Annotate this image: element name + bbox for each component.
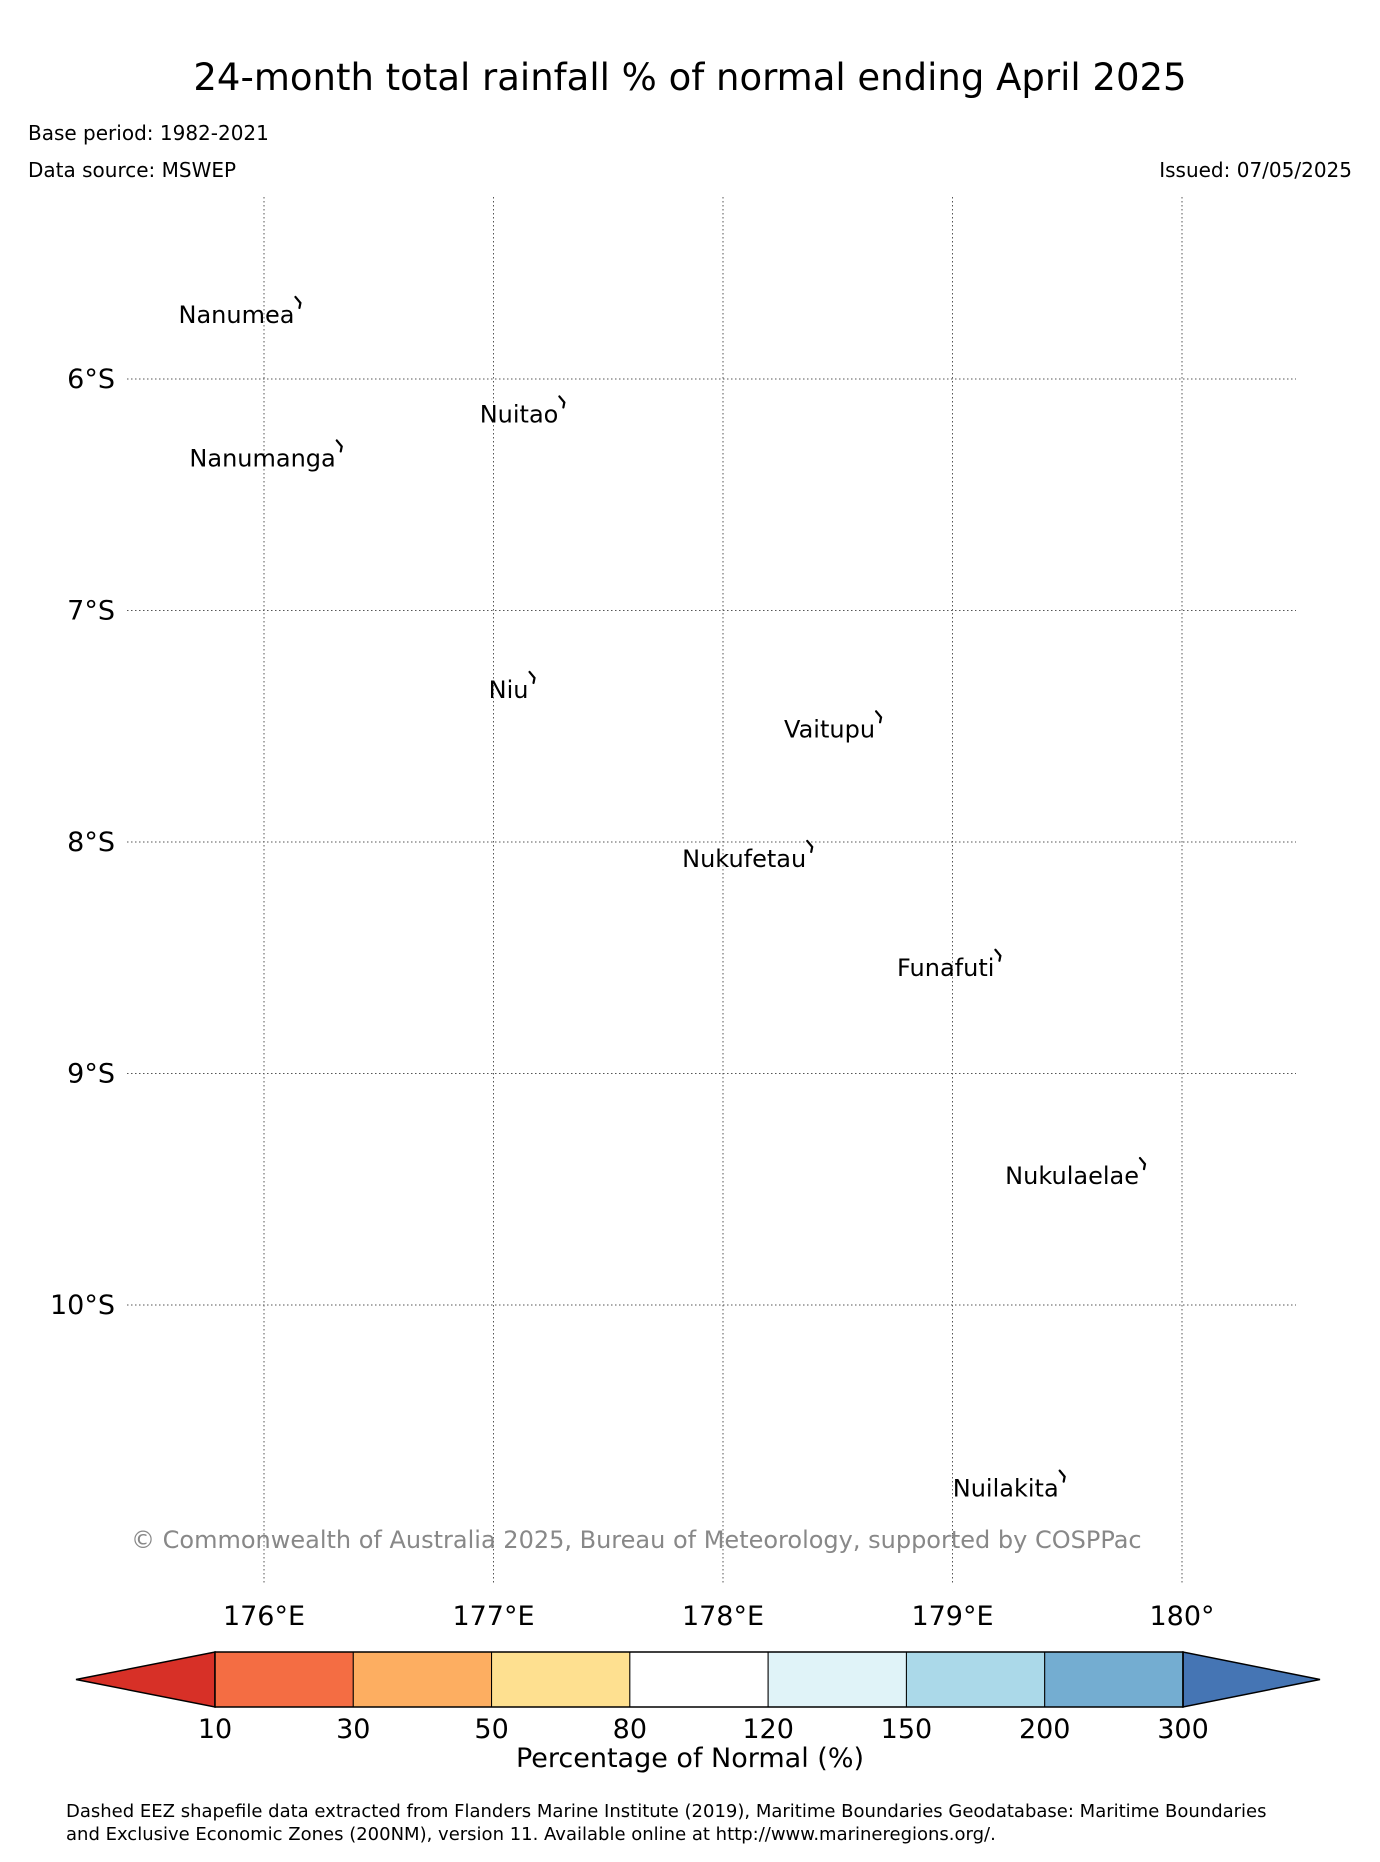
colorbar-frame — [214, 1651, 1184, 1708]
issued-date-label: Issued: 07/05/2025 — [1159, 158, 1352, 182]
island-outline — [528, 670, 536, 685]
colorbar-tick-label: 150 — [881, 1714, 933, 1745]
lat-tick-label: 8°S — [67, 827, 115, 858]
island-outline — [1058, 1469, 1066, 1483]
colorbar-label: Percentage of Normal (%) — [515, 1743, 865, 1774]
copyright-notice: © Commonwealth of Australia 2025, Bureau… — [131, 1526, 1142, 1554]
island-outline — [1138, 1157, 1147, 1171]
lat-tick-label: 7°S — [67, 596, 115, 627]
island-label: Nukulaelae — [1005, 1162, 1139, 1190]
island-label: Nanumanga — [189, 444, 335, 472]
island-layer: Nanumea Nuitao Nanumanga Niu Vaitupu Nukufeta… — [178, 295, 1147, 1503]
base-period-label: Base period: 1982-2021 — [28, 121, 269, 145]
colorbar-tick-label: 80 — [613, 1714, 647, 1745]
colorbar-tick-label: 300 — [1157, 1714, 1209, 1745]
map-title: 24-month total rainfall % of normal endi… — [193, 56, 1187, 99]
colorbar-bin — [629, 1651, 769, 1708]
colorbar-tick-label: 120 — [742, 1714, 794, 1745]
footnote-line-2: and Exclusive Economic Zones (200NM), ve… — [66, 1824, 996, 1845]
lat-tick-label: 10°S — [50, 1290, 115, 1321]
island-outline — [806, 839, 814, 854]
colorbar-bin — [352, 1651, 493, 1708]
colorbar-bin — [214, 1651, 354, 1708]
lon-tick-label: 176°E — [223, 1601, 305, 1632]
island-label: Nuitao — [480, 400, 559, 428]
island-label: Nanumea — [178, 301, 294, 329]
island-label: Niu — [489, 676, 529, 704]
island-outline — [874, 710, 883, 724]
island-label: Funafuti — [897, 954, 994, 982]
colorbar-bin — [1044, 1651, 1184, 1708]
map-grid: 176°E 177°E 178°E 179°E 180° 6°S 7°S 8°S 9°S 10°S — [50, 197, 1296, 1632]
colorbar-bin — [767, 1651, 907, 1708]
colorbar: 10 30 50 80 120 150 200 300 — [75, 1651, 1321, 1745]
colorbar-tick-label: 10 — [198, 1714, 232, 1745]
island-outline — [558, 395, 566, 409]
island-label: Nuilakita — [953, 1475, 1059, 1503]
colorbar-over-extension — [1182, 1651, 1321, 1708]
footnote: Dashed EEZ shapefile data extracted from… — [66, 1800, 1267, 1846]
colorbar-tick-label: 30 — [336, 1714, 370, 1745]
footnote-line-1: Dashed EEZ shapefile data extracted from… — [66, 1801, 1267, 1822]
island-outline — [294, 295, 302, 310]
lon-tick-label: 179°E — [911, 1601, 993, 1632]
lon-tick-label: 177°E — [452, 1601, 534, 1632]
lat-tick-label: 9°S — [67, 1059, 115, 1090]
lon-tick-label: 180° — [1149, 1601, 1214, 1632]
colorbar-bin — [905, 1651, 1046, 1708]
colorbar-bin — [491, 1651, 631, 1708]
island-outline — [994, 948, 1002, 962]
colorbar-tick-label: 50 — [474, 1714, 508, 1745]
island-label: Nukufetau — [682, 845, 806, 873]
colorbar-under-extension — [75, 1651, 216, 1708]
island-label: Vaitupu — [784, 715, 875, 743]
colorbar-tick-label: 200 — [1019, 1714, 1071, 1745]
island-outline — [335, 439, 343, 453]
data-source-label: Data source: MSWEP — [28, 158, 237, 182]
lat-tick-label: 6°S — [67, 364, 115, 395]
lon-tick-label: 178°E — [682, 1601, 764, 1632]
